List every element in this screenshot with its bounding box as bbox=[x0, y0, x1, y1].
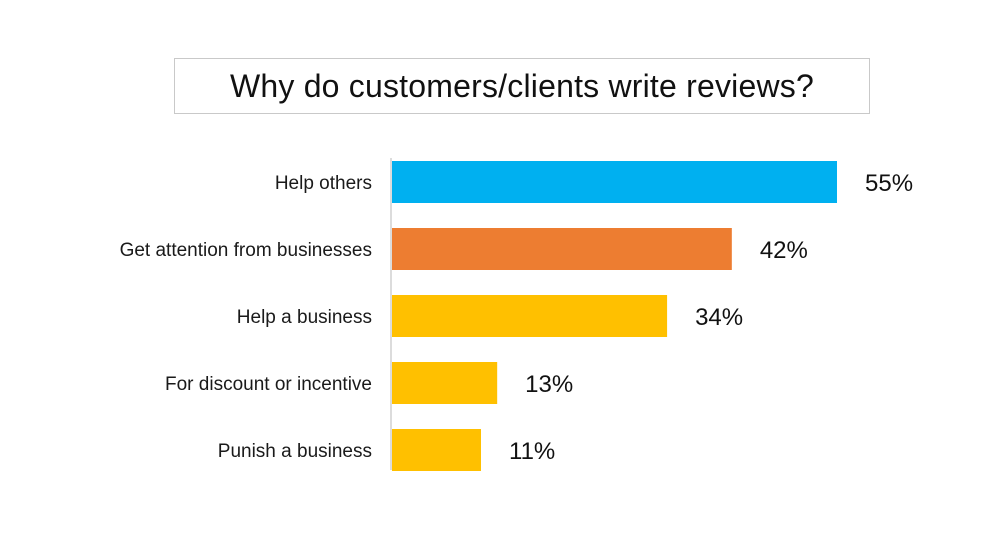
category-label-2: Help a business bbox=[237, 307, 372, 328]
bars-layer: Help others 55% Get attention from busines… bbox=[120, 161, 913, 471]
category-label-1: Get attention from businesses bbox=[120, 240, 372, 261]
value-label-3: 13% bbox=[525, 371, 573, 398]
bar-1 bbox=[392, 228, 732, 270]
bar-2 bbox=[392, 295, 668, 337]
category-label-3: For discount or incentive bbox=[165, 374, 372, 395]
category-label-0: Help others bbox=[275, 173, 372, 194]
value-label-1: 42% bbox=[760, 237, 808, 264]
bar-3 bbox=[392, 362, 498, 404]
value-label-4: 11% bbox=[509, 438, 555, 465]
category-label-4: Punish a business bbox=[218, 441, 372, 462]
bar-4 bbox=[392, 429, 481, 471]
bar-0 bbox=[392, 161, 837, 203]
value-label-2: 34% bbox=[695, 304, 743, 331]
chart-title-box: Why do customers/clients write reviews? bbox=[174, 58, 870, 114]
value-label-0: 55% bbox=[865, 170, 913, 197]
chart-title: Why do customers/clients write reviews? bbox=[230, 67, 814, 104]
